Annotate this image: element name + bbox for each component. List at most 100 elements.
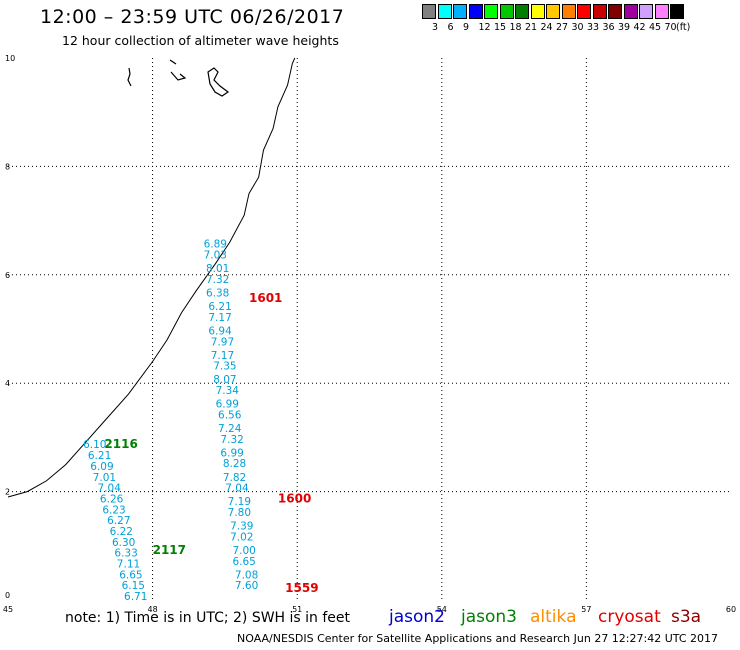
scale-swatch <box>468 4 483 19</box>
island-shape <box>207 67 230 97</box>
y-tick-label: 2 <box>5 488 10 497</box>
scale-label: 24 <box>540 22 553 33</box>
map-title: 12:00 – 23:59 UTC 06/26/2017 <box>40 6 345 28</box>
note-text: note: 1) Time is in UTC; 2) SWH is in fe… <box>65 610 351 626</box>
island-shape <box>127 67 132 87</box>
scale-label: (ft) <box>676 22 691 33</box>
scale-swatch <box>561 4 576 19</box>
wave-height-value: 7.03 <box>204 250 227 262</box>
coastline <box>7 57 296 498</box>
island-shape <box>169 59 187 81</box>
scale-label: 30 <box>571 22 584 33</box>
wave-height-value: 6.99 <box>220 447 243 459</box>
scale-swatch <box>639 4 653 19</box>
wave-height-value: 7.04 <box>225 483 249 495</box>
scale-label: 36 <box>602 22 615 33</box>
track-time-label: 1601 <box>249 291 282 305</box>
legend-item-altika: altika <box>530 607 577 627</box>
wave-height-value: 7.80 <box>228 507 251 519</box>
scale-label: 21 <box>525 22 538 33</box>
wave-height-value: 7.32 <box>206 274 229 286</box>
wave-height-value: 6.99 <box>216 399 239 411</box>
y-tick-label: 0 <box>5 591 10 600</box>
wave-height-value: 6.21 <box>88 450 111 462</box>
y-tick-label: 4 <box>5 379 10 388</box>
wave-height-value: 7.04 <box>98 483 122 495</box>
track-time-label: 2117 <box>153 543 186 557</box>
wave-height-value: 8.07 <box>213 374 236 386</box>
scale-label: 42 <box>633 22 646 33</box>
wave-height-value: 7.00 <box>232 545 255 557</box>
wave-height-value: 7.35 <box>213 361 236 373</box>
wave-height-value: 6.65 <box>232 556 255 568</box>
scale-swatch <box>623 4 638 19</box>
legend-item-jason2: jason2 <box>389 607 445 627</box>
wave-height-value: 7.34 <box>216 385 240 397</box>
scale-swatch <box>654 4 669 19</box>
scale-swatch <box>484 4 498 19</box>
wave-height-value: 7.32 <box>220 434 243 446</box>
scale-swatch <box>670 4 684 19</box>
track-time-label: 2116 <box>104 437 137 451</box>
legend-item-jason3: jason3 <box>461 607 517 627</box>
y-tick-label: 6 <box>5 271 10 280</box>
scale-label: 39 <box>618 22 631 33</box>
wave-height-value: 7.11 <box>117 558 140 570</box>
scale-label: 3 <box>432 22 439 33</box>
wave-height-value: 7.19 <box>228 496 251 508</box>
scale-swatch <box>577 4 591 19</box>
scale-swatch <box>530 4 545 19</box>
wave-height-value: 6.27 <box>107 515 130 527</box>
scale-label: 27 <box>556 22 569 33</box>
scale-label: 9 <box>463 22 470 33</box>
scale-swatch <box>546 4 560 19</box>
scale-swatch <box>453 4 467 19</box>
wave-height-value: 7.24 <box>218 423 242 435</box>
x-tick-label: 51 <box>292 605 302 614</box>
scale-swatch <box>515 4 529 19</box>
wave-height-value: 7.17 <box>208 312 231 324</box>
track-time-label: 1559 <box>285 581 318 595</box>
track-time-label: 1600 <box>278 491 311 505</box>
scale-label: 12 <box>478 22 491 33</box>
wave-height-value: 6.21 <box>208 301 231 313</box>
scale-label: 6 <box>447 22 454 33</box>
scale-label: 18 <box>509 22 522 33</box>
wave-height-value: 7.08 <box>235 569 258 581</box>
x-tick-label: 48 <box>148 605 158 614</box>
wave-height-value: 6.33 <box>114 548 137 560</box>
x-tick-label: 60 <box>726 605 736 614</box>
wave-height-value: 7.02 <box>230 531 253 543</box>
wave-height-value: 6.26 <box>100 493 124 505</box>
wave-height-value: 7.01 <box>93 472 116 484</box>
x-tick-label: 57 <box>581 605 591 614</box>
wave-height-value: 6.71 <box>124 591 147 603</box>
wave-height-value: 6.09 <box>90 461 113 473</box>
footer-credit: NOAA/NESDIS Center for Satellite Applica… <box>237 632 719 645</box>
wave-height-value: 6.89 <box>204 239 227 251</box>
scale-swatch <box>422 4 436 19</box>
wave-height-value: 6.23 <box>102 504 125 516</box>
scale-label: 45 <box>649 22 662 33</box>
y-tick-label: 8 <box>5 162 10 171</box>
scale-label: 70 <box>664 22 677 33</box>
wave-height-value: 7.17 <box>211 350 234 362</box>
wave-height-value: 6.56 <box>218 409 242 421</box>
wave-height-value: 6.10 <box>83 439 106 451</box>
wave-height-value: 8.01 <box>206 263 229 275</box>
legend-item-cryosat: cryosat <box>598 607 661 627</box>
wave-height-value: 8.28 <box>223 458 246 470</box>
scale-swatch <box>499 4 514 19</box>
wave-height-value: 6.15 <box>122 580 145 592</box>
wave-height-value: 7.82 <box>223 472 246 484</box>
wave-height-value: 7.39 <box>230 521 253 533</box>
scale-swatch <box>592 4 607 19</box>
wave-height-value: 6.94 <box>208 325 232 337</box>
scale-swatch <box>608 4 622 19</box>
map-subtitle: 12 hour collection of altimeter wave hei… <box>62 33 339 48</box>
wave-height-value: 6.30 <box>112 537 135 549</box>
scale-label: 33 <box>587 22 600 33</box>
wave-height-value: 7.97 <box>211 336 234 348</box>
